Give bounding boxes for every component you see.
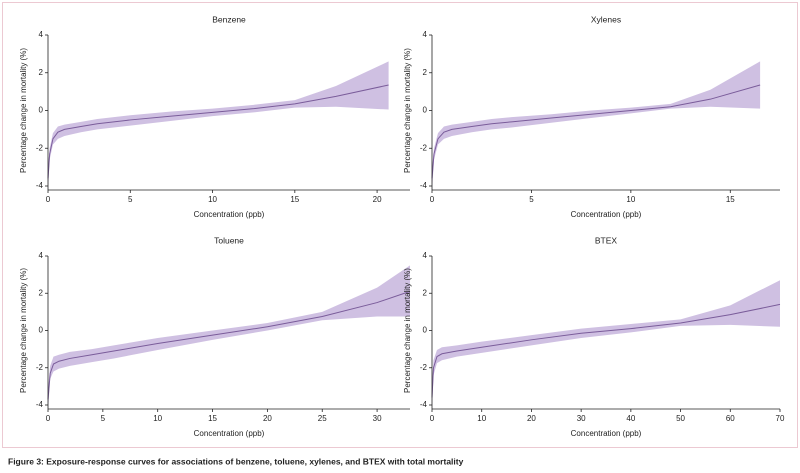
y-tick-label: 0 <box>423 326 428 335</box>
x-axis-label: Concentration (ppb) <box>194 210 265 219</box>
x-tick-label: 20 <box>527 414 536 423</box>
panel-title: BTEX <box>595 235 618 245</box>
x-tick-label: 70 <box>776 414 785 423</box>
x-tick-label: 10 <box>153 414 162 423</box>
confidence-band <box>48 265 410 411</box>
y-tick-label: -2 <box>36 143 44 152</box>
x-tick-label: 10 <box>477 414 486 423</box>
x-tick-label: 40 <box>626 414 635 423</box>
confidence-band <box>48 61 389 192</box>
y-axis-label: Percentage change in mortality (%) <box>403 48 412 173</box>
x-tick-label: 20 <box>373 195 382 204</box>
x-tick-label: 15 <box>208 414 217 423</box>
y-tick-label: 2 <box>39 68 44 77</box>
y-tick-label: -4 <box>36 181 44 190</box>
x-tick-label: 30 <box>373 414 382 423</box>
x-tick-label: 20 <box>263 414 272 423</box>
curve <box>431 303 781 398</box>
curve <box>47 290 411 400</box>
x-tick-label: 10 <box>208 195 217 204</box>
y-tick-label: 0 <box>39 106 44 115</box>
curve <box>431 84 761 179</box>
y-tick-label: 2 <box>39 288 44 297</box>
confidence-band <box>432 280 780 411</box>
caption: Figure 3: Exposure-response curves for a… <box>8 456 464 466</box>
x-axis-label: Concentration (ppb) <box>571 210 642 219</box>
y-tick-label: 0 <box>423 106 428 115</box>
panel-title: Xylenes <box>591 14 621 24</box>
y-tick-label: 2 <box>423 68 428 77</box>
y-tick-label: -4 <box>420 181 428 190</box>
panel-title: Benzene <box>212 14 246 24</box>
x-tick-label: 15 <box>290 195 299 204</box>
y-tick-label: -2 <box>36 363 44 372</box>
panel-title: Toluene <box>214 235 244 245</box>
x-tick-label: 0 <box>46 195 51 204</box>
x-tick-label: 10 <box>626 195 635 204</box>
x-axis-label: Concentration (ppb) <box>571 429 642 438</box>
x-tick-label: 5 <box>101 414 106 423</box>
x-tick-label: 0 <box>46 414 51 423</box>
y-tick-label: 4 <box>423 251 428 260</box>
x-tick-label: 25 <box>318 414 327 423</box>
x-tick-label: 5 <box>128 195 133 204</box>
x-tick-label: 0 <box>430 414 435 423</box>
x-tick-label: 15 <box>726 195 735 204</box>
y-tick-label: 2 <box>423 288 428 297</box>
y-tick-label: 4 <box>39 251 44 260</box>
x-axis-label: Concentration (ppb) <box>194 429 265 438</box>
curve <box>47 84 389 179</box>
x-tick-label: 0 <box>430 195 435 204</box>
y-axis-label: Percentage change in mortality (%) <box>403 268 412 393</box>
y-axis-label: Percentage change in mortality (%) <box>19 48 28 173</box>
y-tick-label: 4 <box>423 30 428 39</box>
y-tick-label: -2 <box>420 363 428 372</box>
y-tick-label: -4 <box>36 400 44 409</box>
x-tick-label: 50 <box>676 414 685 423</box>
figure-border <box>2 2 798 448</box>
x-tick-label: 30 <box>577 414 586 423</box>
y-tick-label: -2 <box>420 143 428 152</box>
x-tick-label: 60 <box>726 414 735 423</box>
confidence-band <box>432 61 761 192</box>
x-tick-label: 5 <box>529 195 534 204</box>
y-tick-label: 4 <box>39 30 44 39</box>
y-tick-label: 0 <box>39 326 44 335</box>
y-axis-label: Percentage change in mortality (%) <box>19 268 28 393</box>
y-tick-label: -4 <box>420 400 428 409</box>
